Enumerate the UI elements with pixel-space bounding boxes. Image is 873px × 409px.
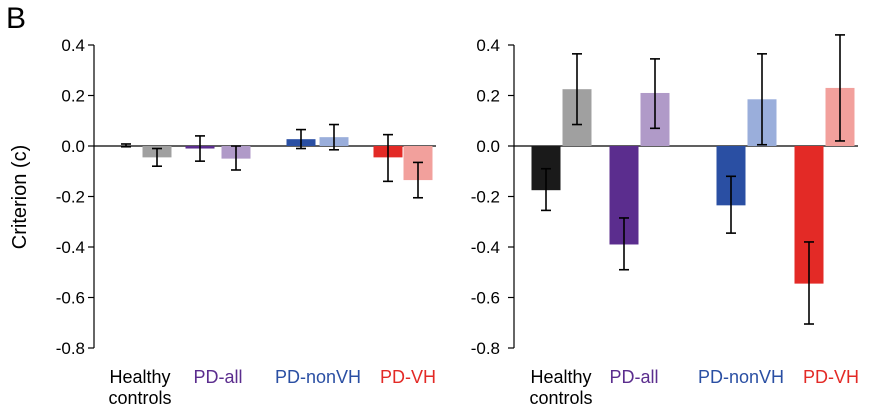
y-tick-label: -0.6 (471, 289, 500, 308)
group-label: PD-all (193, 367, 242, 387)
group-label: Healthy (109, 367, 170, 387)
y-axis-label: Criterion (c) (9, 145, 31, 249)
group-label: controls (529, 388, 592, 408)
panel-letter: B (6, 2, 27, 35)
y-tick-label: -0.8 (471, 339, 500, 358)
chart-left-panel: 0.4 0.2 0.0 -0.2 -0.4 -0.6 -0.8 Healthycontrols… (9, 36, 436, 408)
y-tick-label: 0.2 (61, 87, 85, 106)
y-tick-label: -0.8 (56, 339, 85, 358)
group-label: PD-nonVH (275, 367, 361, 387)
y-tick-label: -0.6 (56, 289, 85, 308)
group-label: controls (108, 388, 171, 408)
y-tick-label: 0.0 (61, 137, 85, 156)
chart-right-panel: 0.4 0.2 0.0 -0.2 -0.4 -0.6 -0.8 Healthycontrols… (471, 34, 859, 408)
y-tick-label: 0.0 (476, 137, 500, 156)
y-tick-label: -0.4 (471, 238, 500, 257)
group-label: PD-nonVH (698, 367, 784, 387)
y-tick-label: -0.2 (56, 188, 85, 207)
group-label: PD-VH (380, 367, 436, 387)
group-label: PD-VH (803, 367, 859, 387)
group-label: Healthy (530, 367, 591, 387)
y-tick-label: 0.2 (476, 87, 500, 106)
y-tick-label: -0.2 (471, 188, 500, 207)
group-label: PD-all (609, 367, 658, 387)
y-tick-label: 0.4 (61, 36, 85, 55)
y-tick-label: 0.4 (476, 36, 500, 55)
y-tick-label: -0.4 (56, 238, 85, 257)
